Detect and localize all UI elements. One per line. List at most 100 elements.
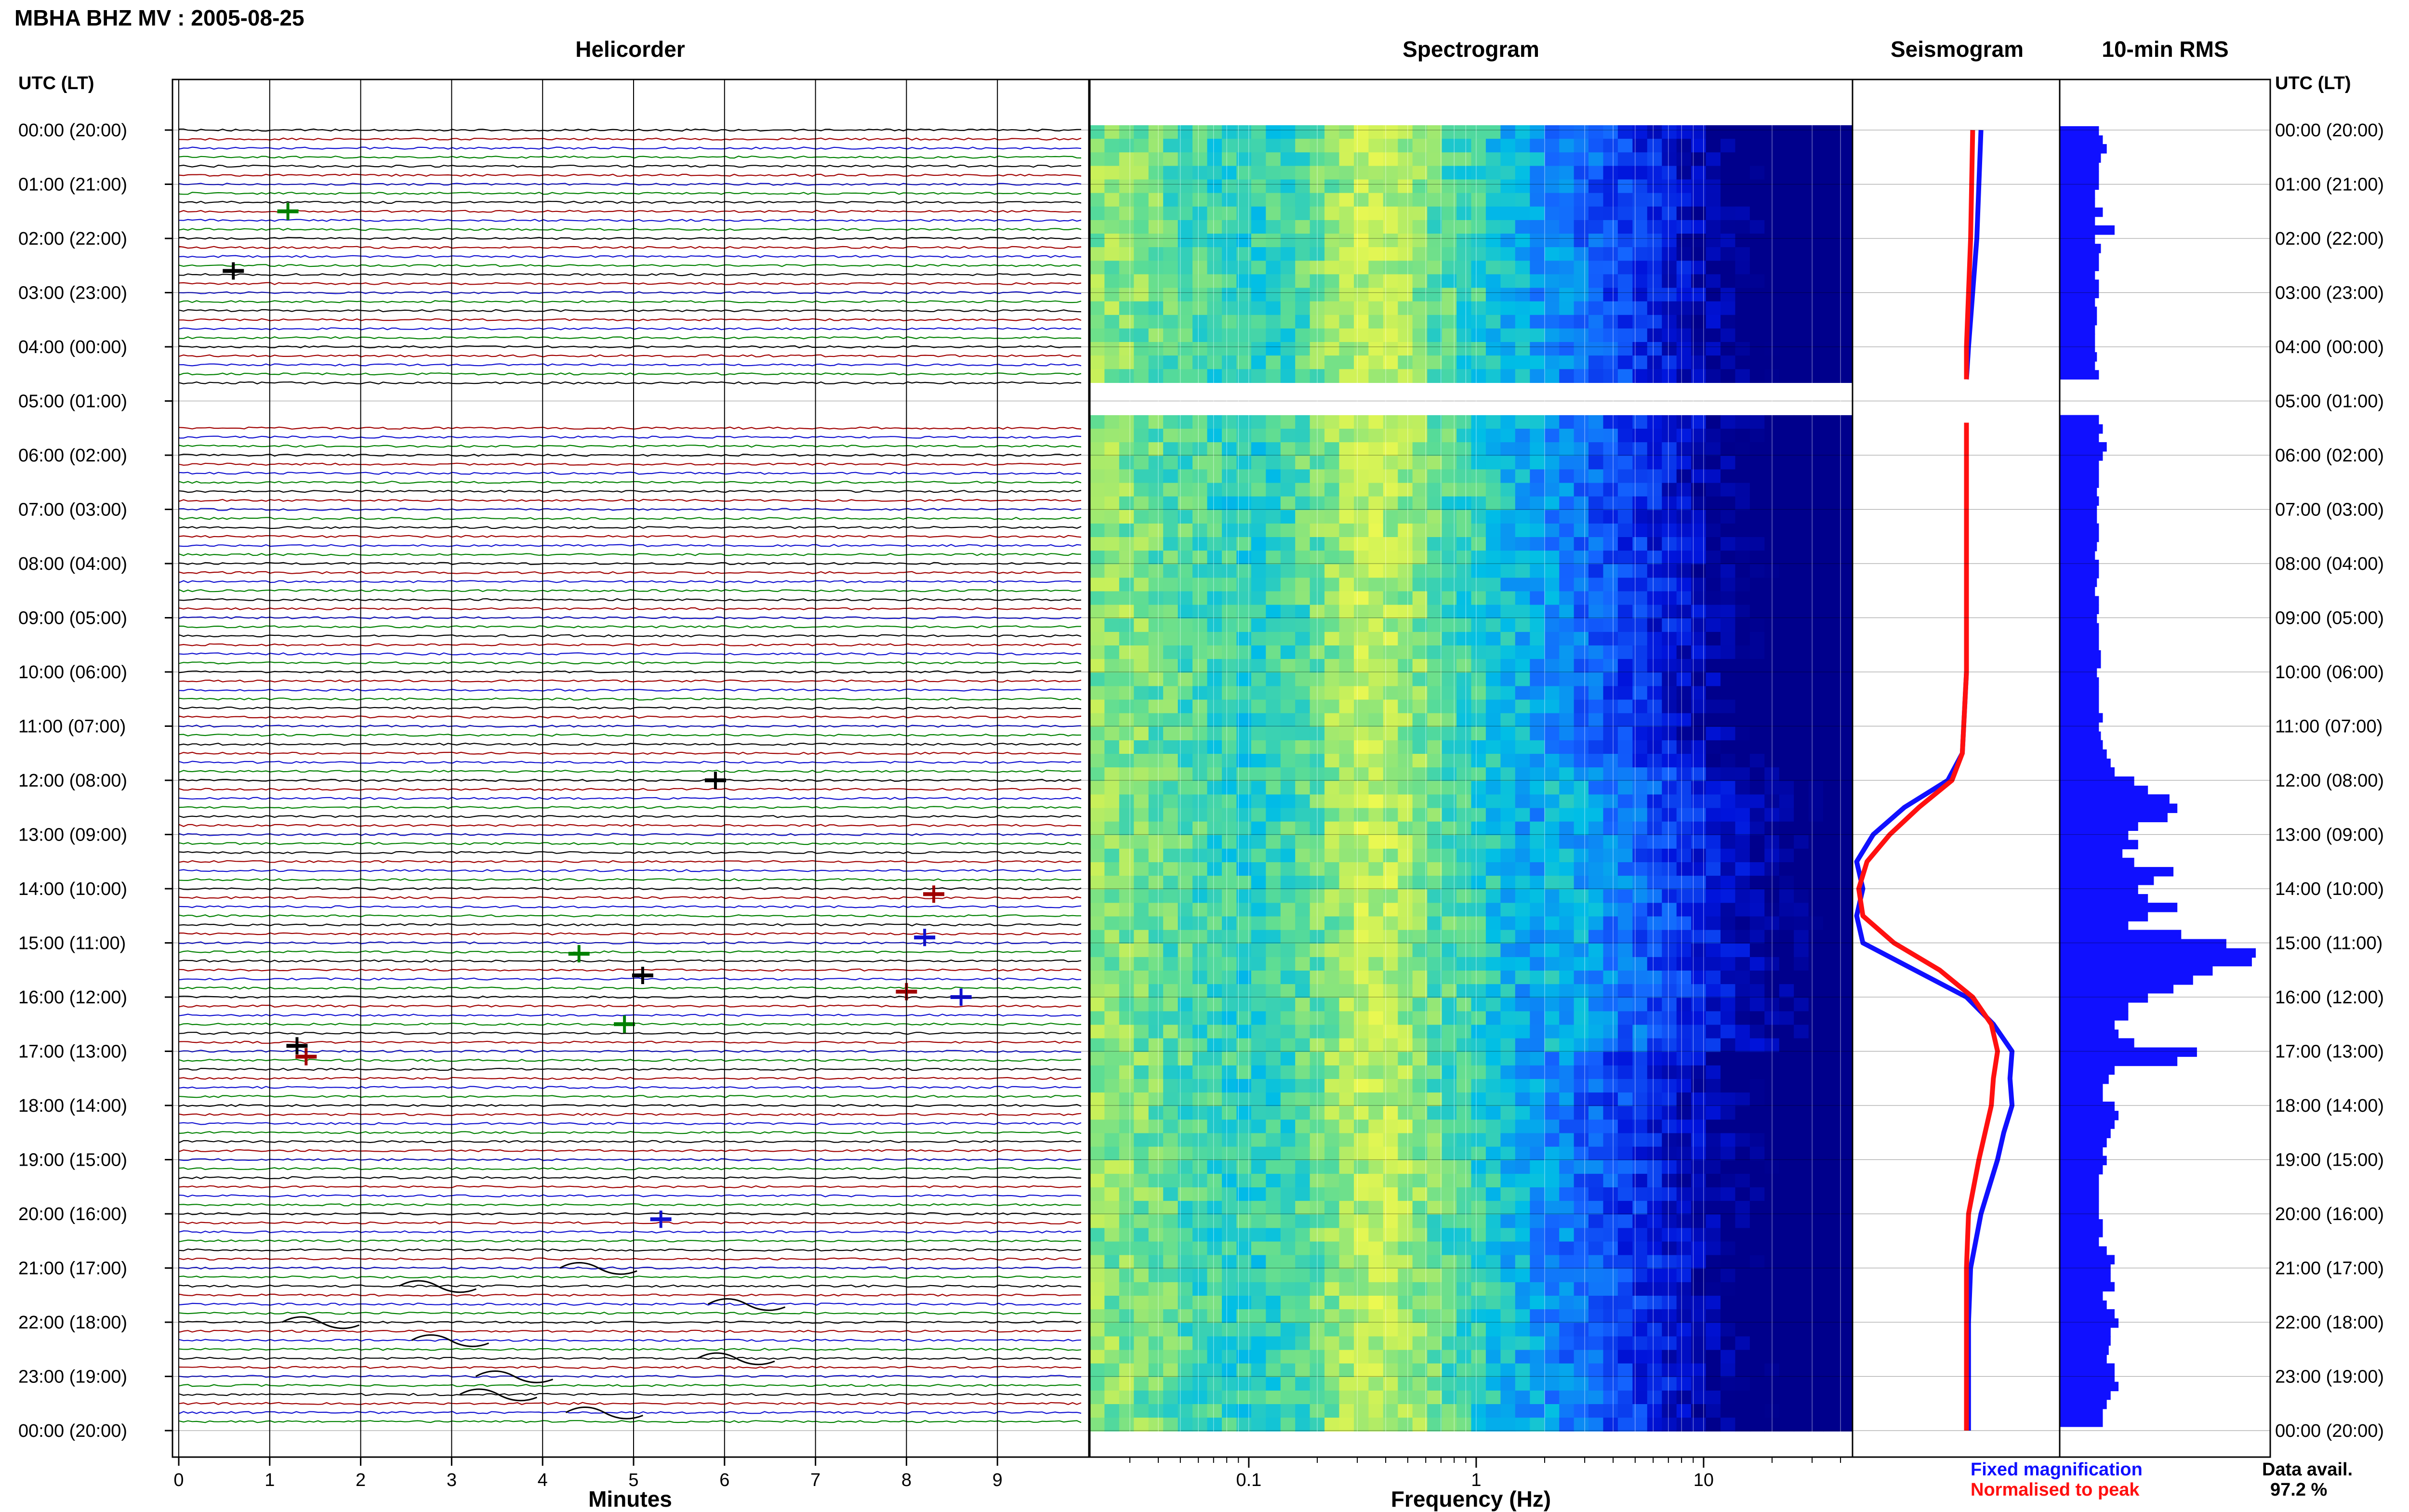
spectrogram-cell xyxy=(1500,699,1516,714)
spectrogram-cell xyxy=(1412,342,1428,356)
spectrogram-cell xyxy=(1515,984,1530,998)
spectrogram-cell xyxy=(1398,1052,1413,1066)
spectrogram-cell xyxy=(1794,537,1809,551)
spectrogram-cell xyxy=(1368,740,1384,754)
spectrogram-cell xyxy=(1647,835,1662,849)
spectrogram-cell xyxy=(1749,821,1765,836)
spectrogram-cell xyxy=(1471,510,1486,524)
spectrogram-cell xyxy=(1251,984,1266,998)
spectrogram-cell xyxy=(1588,179,1603,194)
spectrogram-cell xyxy=(1559,984,1575,998)
spectrogram-cell xyxy=(1090,152,1105,166)
spectrogram-cell xyxy=(1339,1268,1354,1283)
spectrogram-cell xyxy=(1354,523,1369,538)
spectrogram-cell xyxy=(1295,369,1310,383)
spectrogram-cell xyxy=(1808,1336,1824,1351)
spectrogram-cell xyxy=(1383,699,1398,714)
spectrogram-cell xyxy=(1603,618,1618,632)
spectrogram-cell xyxy=(1823,206,1839,221)
spectrogram-cell xyxy=(1838,876,1853,890)
spectrogram-cell xyxy=(1588,889,1603,903)
spectrogram-cell xyxy=(1603,631,1618,646)
spectrogram-cell xyxy=(1544,551,1560,565)
spectrogram-cell xyxy=(1706,713,1721,727)
spectrogram-cell xyxy=(1280,1201,1296,1215)
spectrogram-cell xyxy=(1808,767,1824,781)
spectrogram-cell xyxy=(1794,1214,1809,1228)
spectrogram-cell xyxy=(1617,971,1633,985)
spectrogram-cell xyxy=(1222,916,1237,931)
spectrogram-cell xyxy=(1603,551,1618,565)
spectrogram-cell xyxy=(1706,564,1721,578)
spectrogram-cell xyxy=(1222,247,1237,261)
helicorder-trace xyxy=(178,986,1082,990)
spectrogram-cell xyxy=(1735,930,1750,944)
spectrogram-cell xyxy=(1559,537,1575,551)
spectrogram-cell xyxy=(1119,754,1134,768)
helicorder-trace xyxy=(178,192,1082,195)
spectrogram-cell xyxy=(1485,862,1501,876)
spectrogram-cell xyxy=(1368,1079,1384,1093)
spectrogram-cell xyxy=(1368,274,1384,289)
spectrogram-cell xyxy=(1456,551,1472,565)
spectrogram-cell xyxy=(1617,125,1633,139)
spectrogram-cell xyxy=(1148,1106,1164,1120)
spectrogram-cell xyxy=(1104,916,1120,931)
spectrogram-cell xyxy=(1559,1296,1575,1310)
spectrogram-cell xyxy=(1236,1011,1252,1026)
spectrogram-cell xyxy=(1442,672,1457,686)
spectrogram-cell xyxy=(1222,1160,1237,1174)
spectrogram-cell xyxy=(1354,1323,1369,1337)
spectrogram-cell xyxy=(1412,889,1428,903)
spectrogram-cell xyxy=(1749,1011,1765,1026)
spectrogram-cell xyxy=(1574,984,1589,998)
spectrogram-cell xyxy=(1735,1119,1750,1134)
spectrogram-cell xyxy=(1808,578,1824,592)
spectrogram-cell xyxy=(1485,781,1501,795)
spectrogram-cell xyxy=(1559,206,1575,221)
spectrogram-cell xyxy=(1222,1052,1237,1066)
spectrogram-cell xyxy=(1368,645,1384,659)
spectrogram-cell xyxy=(1530,998,1545,1012)
spectrogram-cell xyxy=(1324,537,1340,551)
spectrogram-cell xyxy=(1617,618,1633,632)
spectrogram-cell xyxy=(1721,740,1735,754)
spectrogram-cell xyxy=(1383,1228,1398,1242)
spectrogram-cell xyxy=(1354,1282,1369,1296)
spectrogram-cell xyxy=(1647,206,1662,221)
spectrogram-cell xyxy=(1383,1092,1398,1106)
spectrogram-cell xyxy=(1559,1201,1575,1215)
spectrogram-cell xyxy=(1442,564,1457,578)
spectrogram-cell xyxy=(1456,234,1472,248)
spectrogram-cell xyxy=(1163,848,1178,863)
spectrogram-cell xyxy=(1280,984,1296,998)
spectrogram-cell xyxy=(1090,220,1105,234)
spectrogram-cell xyxy=(1735,1038,1750,1052)
spectrogram-cell xyxy=(1823,1268,1839,1283)
spectrogram-cell xyxy=(1838,456,1853,470)
spectrogram-cell xyxy=(1706,483,1721,497)
spectrogram-cell xyxy=(1119,1092,1134,1106)
spectrogram-cell xyxy=(1721,483,1735,497)
spectrogram-cell xyxy=(1574,1228,1589,1242)
spectrogram-cell xyxy=(1603,781,1618,795)
spectrogram-cell xyxy=(1559,1418,1575,1432)
spectrogram-cell xyxy=(1163,206,1178,221)
spectrogram-cell xyxy=(1090,166,1105,180)
spectrogram-cell xyxy=(1163,288,1178,302)
spectrogram-cell xyxy=(1838,1296,1853,1310)
spectrogram-cell xyxy=(1090,984,1105,998)
spectrogram-cell xyxy=(1222,206,1237,221)
spectrogram-cell xyxy=(1251,930,1266,944)
spectrogram-cell xyxy=(1090,355,1105,369)
spectrogram-cell xyxy=(1706,645,1721,659)
spectrogram-cell xyxy=(1163,659,1178,673)
spectrogram-cell xyxy=(1779,903,1794,917)
spectrogram-cell xyxy=(1676,456,1692,470)
spectrogram-cell xyxy=(1662,1377,1677,1391)
spectrogram-cell xyxy=(1148,754,1164,768)
spectrogram-cell xyxy=(1515,1214,1530,1228)
spectrogram-cell xyxy=(1735,523,1750,538)
spectrogram-cell xyxy=(1442,1228,1457,1242)
spectrogram-cell xyxy=(1808,889,1824,903)
